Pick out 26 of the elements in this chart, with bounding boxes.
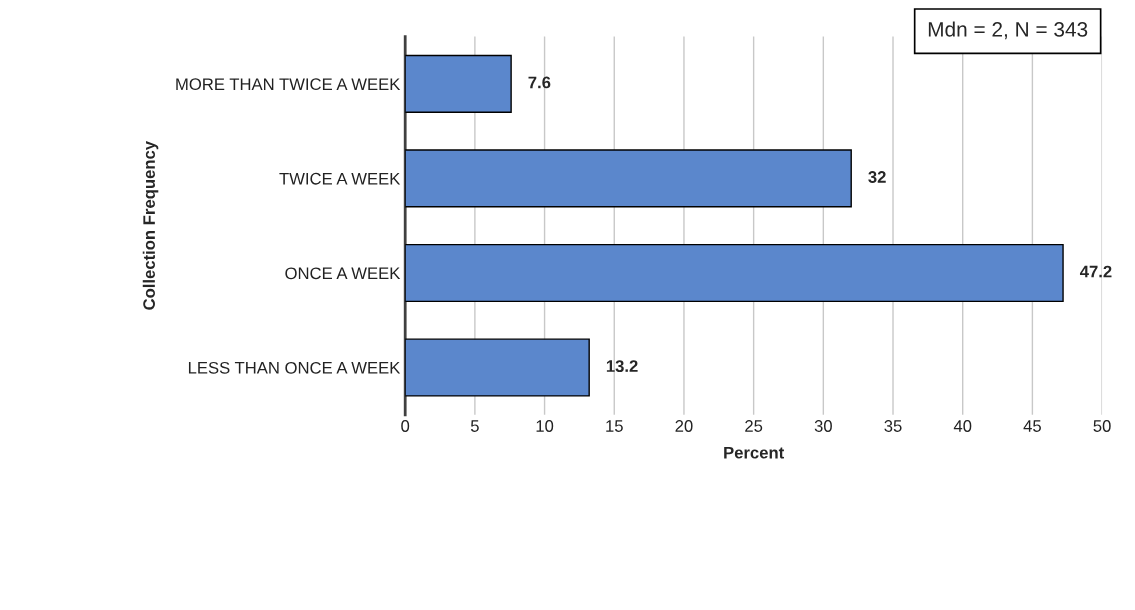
x-tick-label: 45	[1023, 420, 1041, 432]
x-tick-label: 50	[1093, 420, 1111, 432]
data-label: 47.2	[1079, 265, 1112, 278]
bar	[405, 149, 852, 208]
x-tick-label: 10	[536, 420, 554, 432]
annotation: Mdn = 2, N = 343	[928, 21, 1088, 40]
data-label: 13.2	[606, 360, 638, 373]
x-tick-label: 30	[814, 420, 832, 432]
x-axis-title: Percent	[724, 446, 785, 459]
y-axis-title: Collection Frequency	[142, 141, 159, 310]
x-tick-label: 25	[745, 420, 763, 432]
x-tick-label: 40	[953, 420, 972, 432]
data-label: 7.6	[528, 76, 551, 89]
y-tick-label: TWICE A WEEK	[279, 172, 401, 185]
y-tick-label: LESS THAN ONCE A WEEK	[188, 361, 401, 374]
x-tick-label: 35	[884, 420, 902, 432]
x-tick-label: 15	[606, 420, 623, 432]
y-tick-label: ONCE A WEEK	[285, 267, 401, 280]
x-tick-label: 20	[675, 420, 693, 432]
x-tick-label: 0	[401, 420, 410, 432]
bar	[405, 338, 590, 397]
bar	[405, 243, 1064, 303]
data-label: 32	[868, 171, 886, 183]
y-tick-label: MORE THAN TWICE A WEEK	[176, 78, 401, 91]
bar	[405, 54, 512, 113]
x-tick-label: 5	[470, 420, 479, 432]
